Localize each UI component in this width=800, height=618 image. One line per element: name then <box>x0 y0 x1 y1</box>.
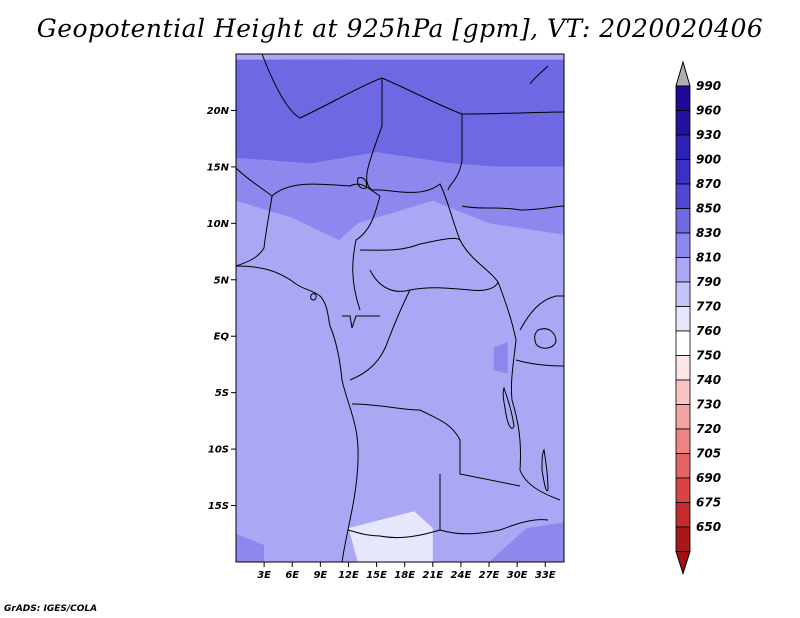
coast-north-east <box>529 65 549 85</box>
longitude-axis: 3E 6E 9E 12E 15E 18E 21E 24E 27E 30E 33E <box>257 562 556 581</box>
coastline-west <box>236 167 273 267</box>
border-east-africa <box>515 295 564 367</box>
colorbar-label: 990 <box>696 79 721 93</box>
lon-tick-label: 6E <box>285 570 299 581</box>
lake-malawi <box>541 448 549 492</box>
colorbar-label: 690 <box>696 471 721 485</box>
colorbar-label: 810 <box>696 251 721 265</box>
colorbar-swatch <box>675 110 691 136</box>
border-niger-nigeria <box>271 183 381 197</box>
lon-tick-label: 24E <box>451 570 472 581</box>
colorbar-label: 675 <box>696 496 721 510</box>
grads-credit: GrADS: IGES/COLA <box>4 604 98 614</box>
border-angola-zambia <box>347 474 441 539</box>
border-drc-east <box>497 281 561 501</box>
colorbar-label: 790 <box>696 275 721 289</box>
colorbar-swatch <box>675 477 691 503</box>
colorbar-label: 850 <box>696 202 721 216</box>
lake-victoria <box>534 328 557 349</box>
country-borders <box>236 54 564 562</box>
colorbar-label: 730 <box>696 398 721 412</box>
lon-tick-label: 9E <box>313 570 327 581</box>
lon-tick-label: 27E <box>479 570 500 581</box>
colorbar-swatch <box>675 134 691 160</box>
colorbar-swatch <box>675 159 691 185</box>
colorbar-swatch <box>675 404 691 430</box>
colorbar: 990 960 930 900 870 850 830 810 790 770 760 750 740 7… <box>675 60 721 576</box>
colorbar-swatch <box>675 183 691 209</box>
lat-tick-label: 15N <box>207 162 230 173</box>
colorbar-top-arrow <box>675 60 691 87</box>
colorbar-swatch <box>675 502 691 528</box>
lon-tick-label: 15E <box>366 570 387 581</box>
colorbar-bottom-arrow <box>675 551 691 576</box>
lat-tick-label: 10N <box>207 219 230 230</box>
border-angola-drc <box>351 403 521 487</box>
lon-tick-label: 3E <box>257 570 271 581</box>
map-title: Geopotential Height at 925hPa [gpm], VT:… <box>36 14 764 43</box>
colorbar-label: 740 <box>696 373 721 387</box>
colorbar-swatch <box>675 306 691 332</box>
contour-region-north-band <box>236 59 564 167</box>
colorbar-label: 870 <box>696 177 721 191</box>
colorbar-label: 750 <box>696 349 721 363</box>
lat-tick-label: 5N <box>214 275 230 286</box>
lat-tick-label: 5S <box>215 388 229 399</box>
contour-region-south-patch <box>348 511 433 562</box>
colorbar-swatch <box>675 208 691 234</box>
colorbar-label: 650 <box>696 520 721 534</box>
colorbar-label: 770 <box>696 300 721 314</box>
colorbar-label: 720 <box>696 422 721 436</box>
contour-region-mid-band <box>236 152 564 241</box>
contour-region-se-patch <box>489 522 564 562</box>
colorbar-swatch <box>675 232 691 258</box>
coastline-gulf-guinea <box>236 265 359 562</box>
colorbar-label: 830 <box>696 226 721 240</box>
lat-tick-label: 15S <box>208 501 229 512</box>
lat-tick-label: 10S <box>208 445 229 456</box>
colorbar-swatch <box>675 428 691 454</box>
colorbar-swatch <box>675 526 691 552</box>
border-congo-drc <box>342 289 411 381</box>
border-sudan-south <box>461 111 564 211</box>
map-frame <box>235 53 565 563</box>
colorbar-swatch <box>675 355 691 381</box>
border-zambia-south <box>439 519 549 535</box>
lon-tick-label: 12E <box>338 570 359 581</box>
colorbar-label: 705 <box>696 447 721 461</box>
lake-chad <box>357 177 367 189</box>
lon-tick-label: 33E <box>535 570 556 581</box>
border-libya-chad <box>261 54 383 191</box>
lat-tick-label: EQ <box>214 332 230 343</box>
colorbar-label: 930 <box>696 128 721 142</box>
colorbar-swatch <box>675 330 691 356</box>
lon-tick-label: 30E <box>507 570 528 581</box>
lat-tick-label: 20N <box>207 106 230 117</box>
colorbar-swatch <box>675 257 691 283</box>
lon-tick-label: 21E <box>422 570 443 581</box>
contour-region-rift-patch <box>493 341 508 374</box>
colorbar-label: 760 <box>696 324 721 338</box>
island-bioko <box>310 293 317 301</box>
contour-region-sw-corner <box>236 533 265 562</box>
border-chad-car <box>371 183 499 283</box>
colorbar-label: 900 <box>696 153 721 167</box>
colorbar-swatch <box>675 379 691 405</box>
colorbar-swatch <box>675 85 691 111</box>
latitude-axis: 20N 15N 10N 5N EQ 5S 10S 15S <box>207 106 236 512</box>
colorbar-label: 960 <box>696 104 721 118</box>
colorbar-swatch <box>675 281 691 307</box>
border-nigeria-cameroon <box>352 195 381 311</box>
colorbar-swatch <box>675 453 691 479</box>
border-egypt-sudan <box>381 77 463 191</box>
lake-tanganyika <box>502 386 515 429</box>
border-car-south <box>359 237 499 292</box>
lon-tick-label: 18E <box>394 570 415 581</box>
